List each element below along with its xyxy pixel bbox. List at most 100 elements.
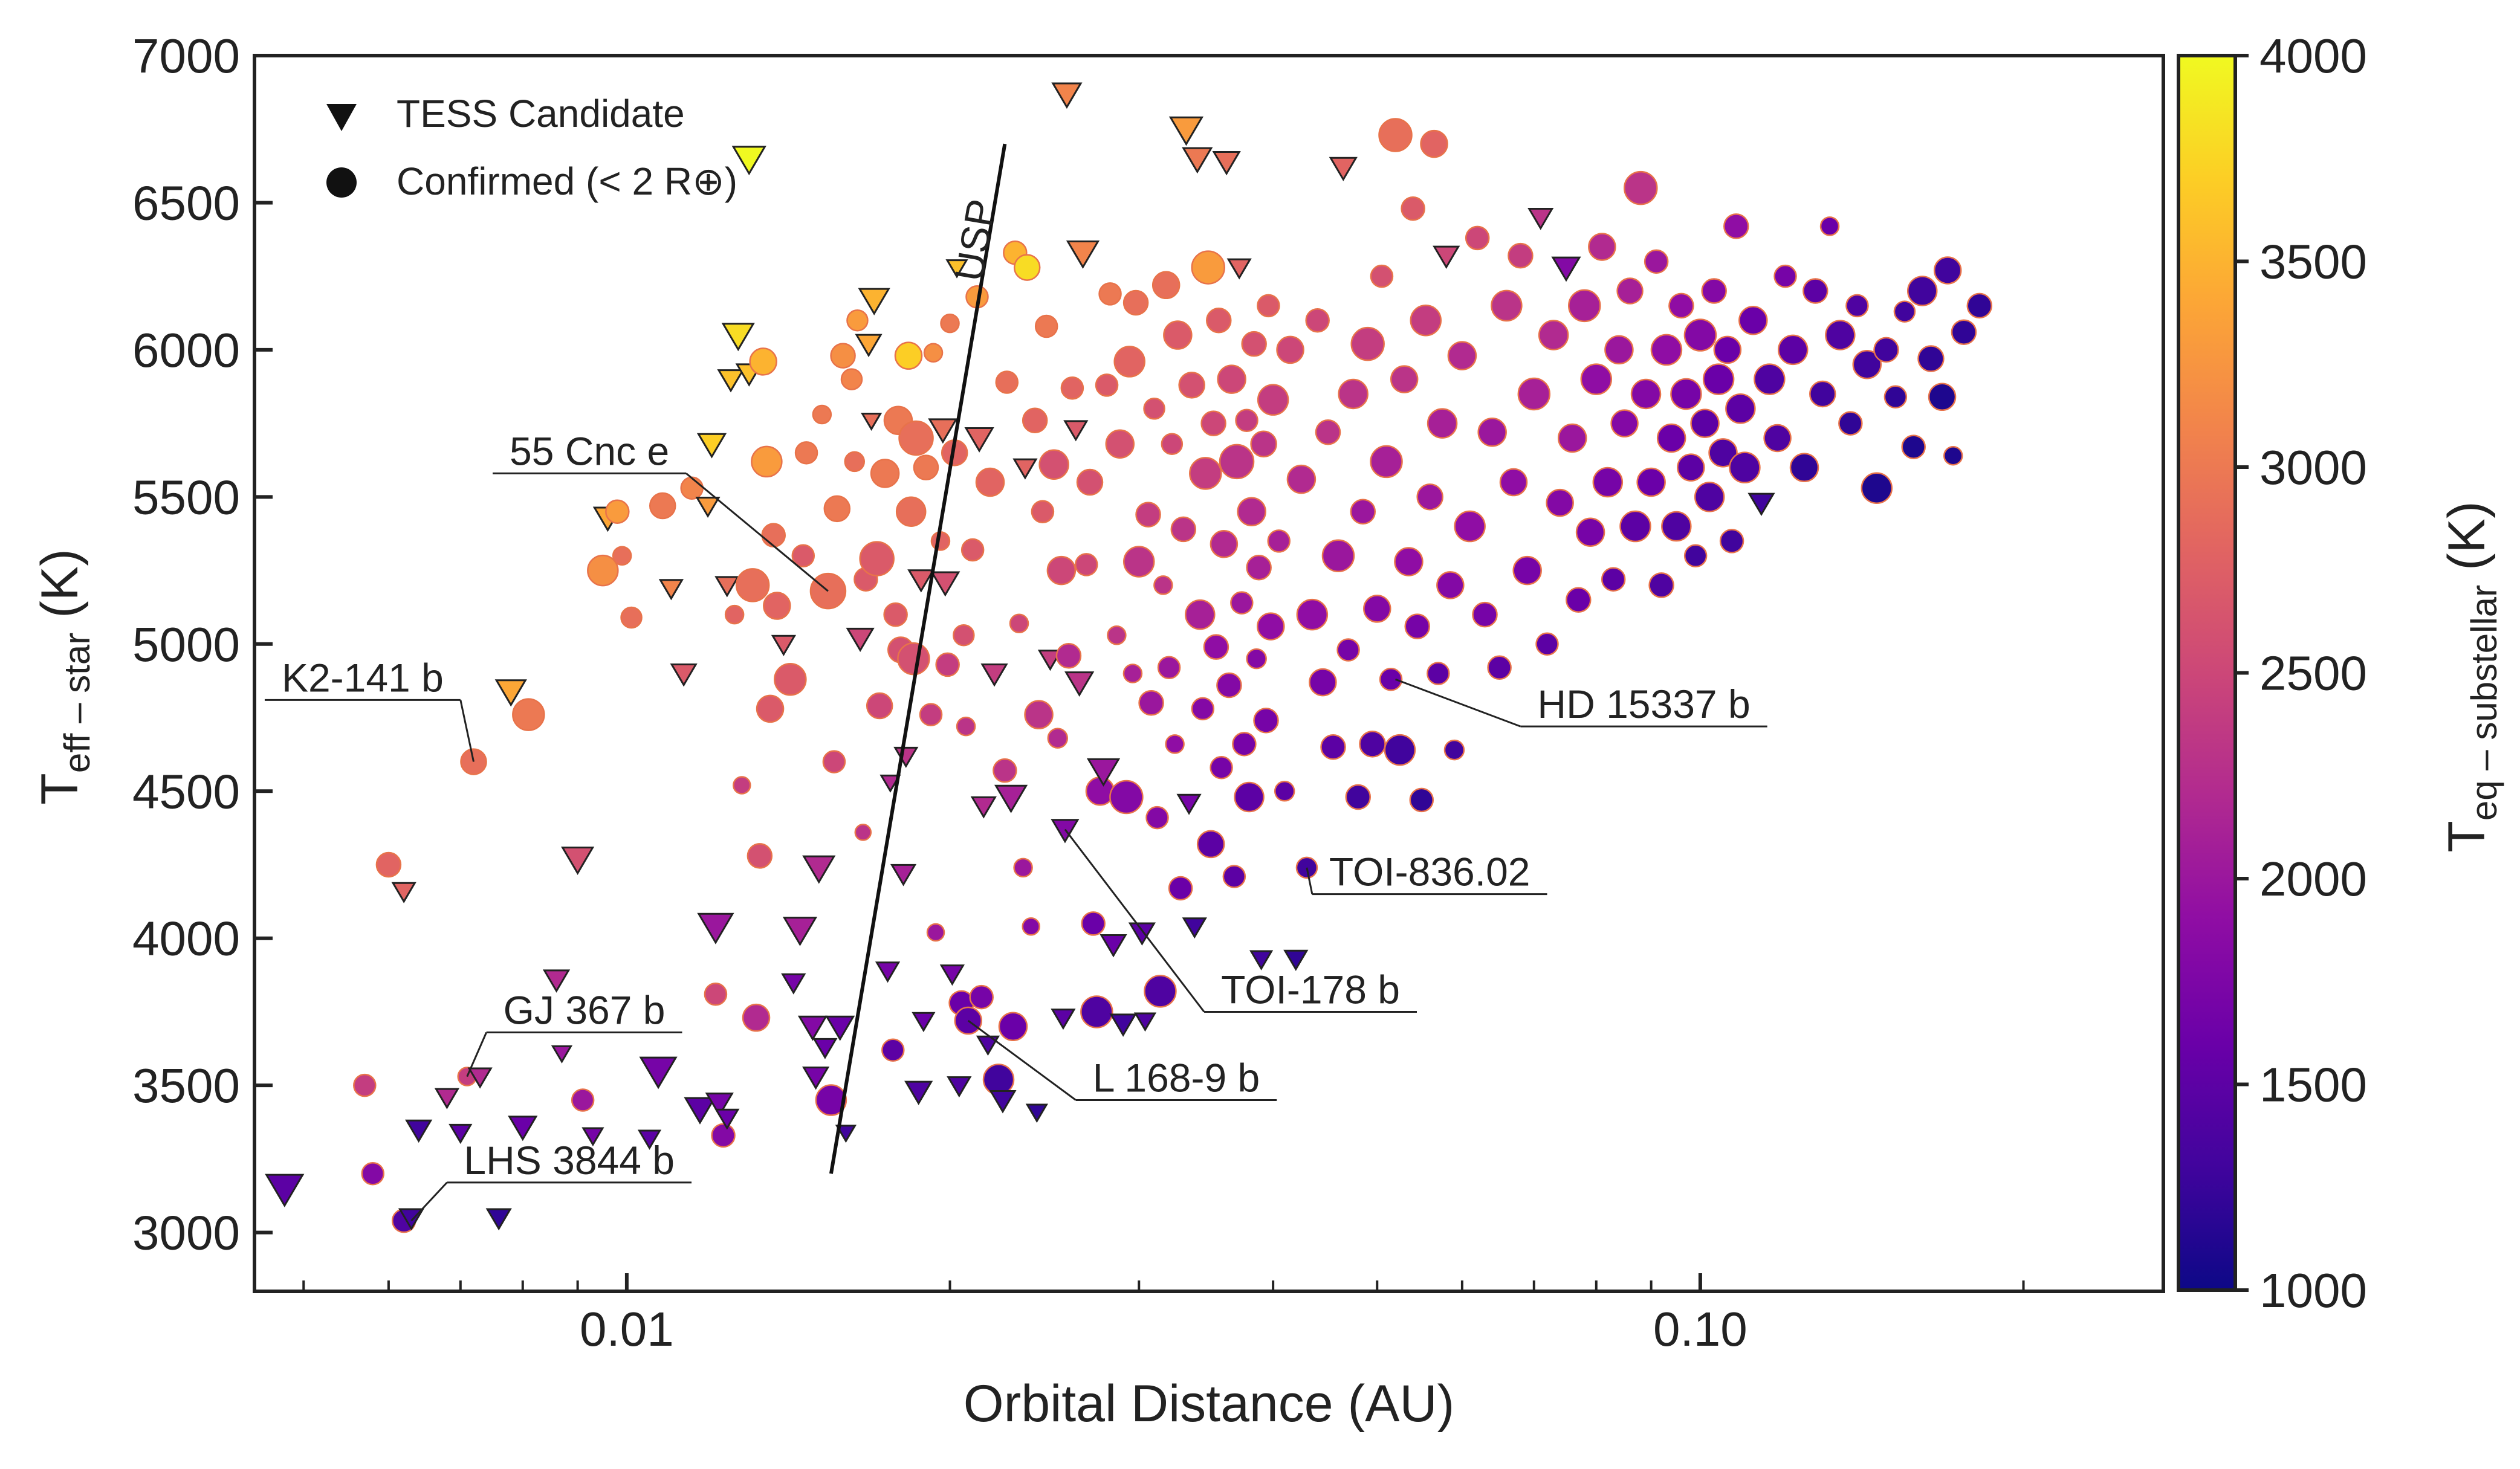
annotation-label: LHS 3844 b — [464, 1138, 675, 1183]
annotation: LHS 3844 b — [410, 1138, 692, 1222]
annotation-label: 55 Cnc e — [510, 428, 669, 473]
annotation-label: K2-141 b — [282, 655, 444, 700]
candidate-triangle — [581, 1127, 604, 1147]
annotation: K2-141 b — [264, 655, 475, 762]
confirmed-circle — [1616, 277, 1644, 305]
colorbar-tick-label: 3000 — [2259, 441, 2367, 494]
candidate-triangle — [696, 433, 727, 459]
confirmed-circle — [1031, 500, 1055, 523]
confirmed-circle — [1080, 995, 1113, 1028]
legend-circle-marker — [326, 167, 357, 198]
confirmed-circle — [649, 492, 676, 520]
confirmed-circle — [823, 495, 851, 523]
usp-label: USP — [946, 196, 1004, 284]
confirmed-circle — [1427, 662, 1450, 685]
confirmed-circle — [1107, 625, 1127, 645]
confirmed-circle — [1296, 598, 1329, 631]
confirmed-circle — [1267, 529, 1291, 553]
confirmed-circle — [1210, 530, 1239, 558]
colorbar-title: Teq – substellar (K) — [2438, 501, 2504, 852]
confirmed-circle — [794, 441, 818, 465]
confirmed-circle — [1838, 411, 1863, 436]
candidate-triangle — [907, 569, 935, 593]
confirmed-circle — [1644, 249, 1669, 274]
confirmed-circle — [1113, 346, 1145, 378]
confirmed-circle — [361, 1161, 384, 1186]
colorbar-tick-label: 2000 — [2259, 852, 2367, 906]
confirmed-circle — [1610, 409, 1639, 437]
confirmed-circle — [1237, 497, 1266, 526]
confirmed-circle — [1624, 170, 1658, 205]
confirmed-circle — [1350, 326, 1385, 361]
confirmed-circle — [1206, 307, 1232, 334]
confirmed-circle — [1363, 595, 1391, 623]
confirmed-circle — [866, 692, 893, 720]
confirmed-circle — [1604, 335, 1634, 365]
confirmed-circle — [1379, 667, 1403, 691]
candidate-triangle — [846, 627, 875, 652]
confirmed-circle — [1677, 453, 1705, 482]
confirmed-circle — [1338, 378, 1369, 410]
confirmed-circle — [1222, 865, 1246, 888]
confirmed-circle — [1217, 364, 1246, 394]
confirmed-circle — [1098, 282, 1122, 306]
confirmed-circle — [1038, 449, 1069, 480]
confirmed-circle — [998, 1012, 1028, 1042]
confirmed-circle — [353, 1073, 377, 1097]
confirmed-circle — [1650, 334, 1683, 366]
candidate-triangle — [939, 964, 965, 986]
confirmed-circle — [1619, 510, 1651, 543]
confirmed-circle — [1075, 553, 1098, 576]
confirmed-circle — [1336, 638, 1360, 662]
colorbar-tick-label: 1500 — [2259, 1058, 2367, 1112]
confirmed-circle — [1845, 294, 1869, 318]
candidate-triangle — [670, 663, 698, 687]
candidate-triangle — [697, 912, 734, 944]
y-tick-label: 4000 — [132, 912, 240, 966]
candidate-triangle — [989, 1090, 1017, 1114]
colorbar: 1000 1500 2000 2500 3000 3500 4000 Teq – subst… — [2177, 29, 2504, 1317]
confirmed-circle — [1200, 410, 1226, 436]
confirmed-circle — [1394, 547, 1424, 576]
confirmed-circle — [1708, 438, 1738, 468]
candidate-triangle — [893, 746, 919, 768]
legend-entry-confirmed: Confirmed (< 2 R⊕) — [397, 160, 737, 203]
confirmed-circle — [881, 1038, 905, 1062]
candidate-triangle — [485, 1208, 512, 1231]
confirmed-circle — [1819, 216, 1840, 236]
annotation-leader — [1064, 828, 1205, 1013]
confirmed-circle — [1893, 300, 1916, 323]
confirmed-circle — [1370, 445, 1403, 479]
candidate-triangle — [782, 917, 818, 946]
colorbar-tick-label: 1000 — [2259, 1264, 2367, 1317]
candidate-triangle — [1109, 1013, 1137, 1037]
candidate-triangle — [1226, 258, 1252, 280]
confirmed-circle — [956, 716, 976, 737]
colorbar-tick-label: 4000 — [2259, 29, 2367, 83]
confirmed-circle — [1203, 634, 1229, 660]
confirmed-circle — [724, 604, 745, 625]
candidate-triangle — [1086, 758, 1121, 787]
confirmed-circle — [1232, 732, 1257, 757]
confirmed-circle — [1491, 289, 1523, 322]
y-axis-title-sub: eff – star — [57, 633, 97, 773]
confirmed-circle — [1906, 276, 1938, 306]
candidate-triangle — [930, 571, 960, 597]
y-tick-label: 3000 — [132, 1206, 240, 1260]
confirmed-circle — [1668, 292, 1694, 319]
x-tick-label: 0.01 — [580, 1302, 674, 1356]
confirmed-circle — [1046, 555, 1077, 586]
confirmed-circle — [1246, 648, 1267, 670]
confirmed-circle — [756, 694, 785, 723]
confirmed-circle — [898, 420, 934, 456]
candidate-triangle — [1249, 950, 1274, 970]
confirmed-circle — [1286, 464, 1317, 494]
annotation-label: TOI-178 b — [1221, 967, 1400, 1012]
colorbar-title-sub: eq – substellar — [2464, 585, 2504, 821]
confirmed-circle — [512, 698, 545, 731]
confirmed-circle — [953, 624, 975, 647]
candidate-triangle — [449, 1123, 473, 1145]
confirmed-circle — [1257, 612, 1285, 641]
confirmed-circle — [1487, 655, 1512, 680]
